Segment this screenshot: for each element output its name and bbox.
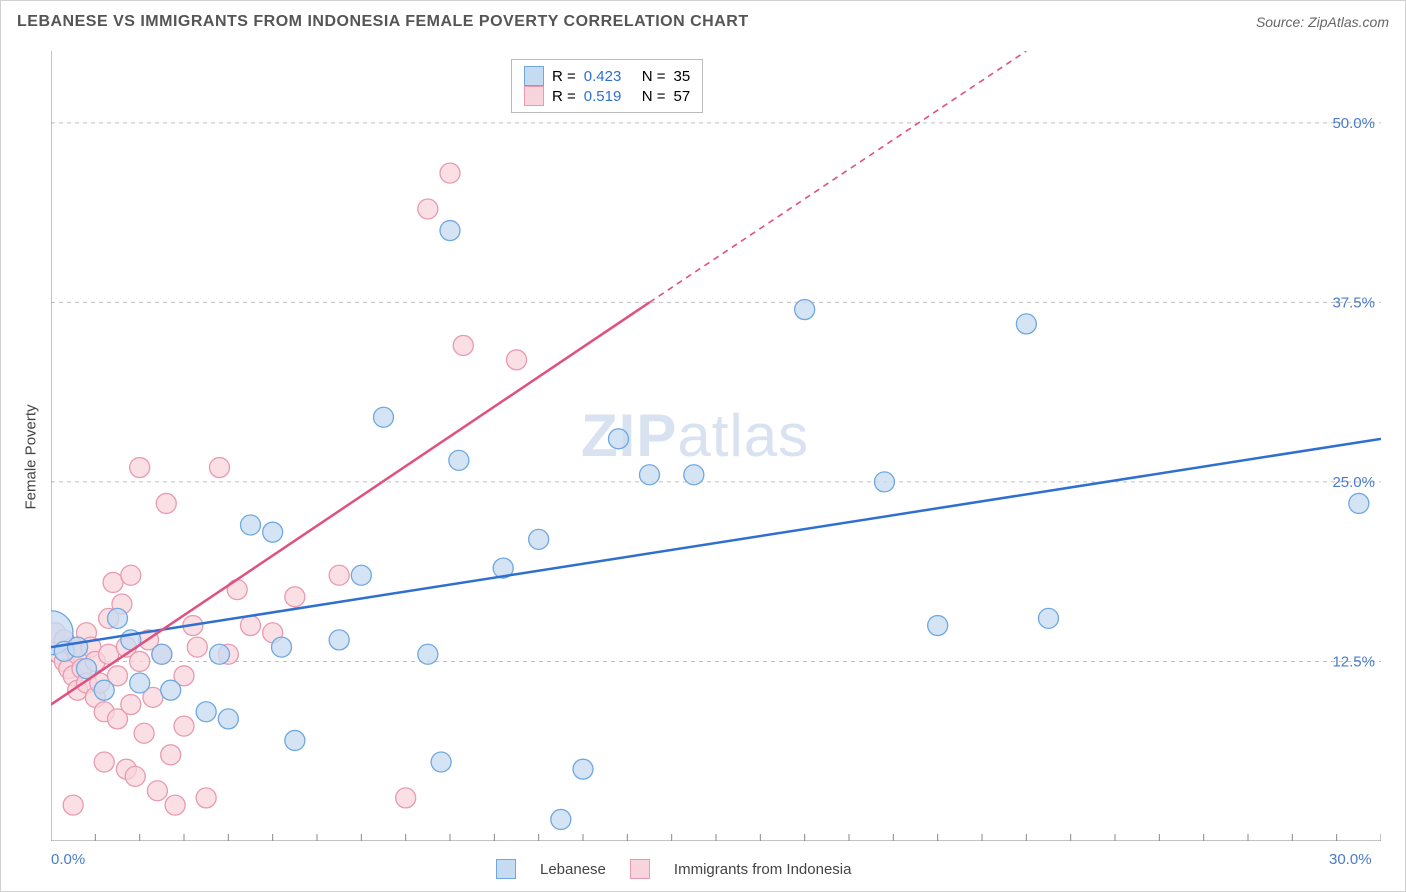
swatch-lebanese <box>524 66 544 86</box>
svg-text:37.5%: 37.5% <box>1332 294 1375 311</box>
svg-text:12.5%: 12.5% <box>1332 653 1375 670</box>
r-value-lebanese: 0.423 <box>584 68 634 85</box>
svg-text:25.0%: 25.0% <box>1332 474 1375 491</box>
source-label: Source: ZipAtlas.com <box>1256 14 1389 30</box>
legend-row-lebanese: R = 0.423 N = 35 <box>524 66 690 86</box>
title-bar: LEBANESE VS IMMIGRANTS FROM INDONESIA FE… <box>17 13 1389 31</box>
legend-bottom: Lebanese Immigrants from Indonesia <box>496 859 851 879</box>
svg-text:50.0%: 50.0% <box>1332 115 1375 132</box>
x-axis-min-label: 0.0% <box>51 851 85 868</box>
chart-container: LEBANESE VS IMMIGRANTS FROM INDONESIA FE… <box>0 0 1406 892</box>
r-label-lebanese: R = <box>552 68 576 85</box>
legend-row-indonesia: R = 0.519 N = 57 <box>524 86 690 106</box>
x-axis-max-label: 30.0% <box>1329 851 1372 868</box>
scatter-plot: 12.5% 25.0% 37.5% 50.0% <box>51 51 1381 841</box>
legend-top: R = 0.423 N = 35 R = 0.519 N = 57 <box>511 59 703 113</box>
swatch-lebanese-bottom <box>496 859 516 879</box>
swatch-indonesia <box>524 86 544 106</box>
legend-label-lebanese: Lebanese <box>540 861 606 878</box>
n-value-lebanese: 35 <box>674 68 691 85</box>
legend-label-indonesia: Immigrants from Indonesia <box>674 861 852 878</box>
r-label-indonesia: R = <box>552 88 576 105</box>
r-value-indonesia: 0.519 <box>584 88 634 105</box>
chart-title: LEBANESE VS IMMIGRANTS FROM INDONESIA FE… <box>17 13 749 31</box>
n-label-indonesia: N = <box>642 88 666 105</box>
n-value-indonesia: 57 <box>674 88 691 105</box>
n-label-lebanese: N = <box>642 68 666 85</box>
swatch-indonesia-bottom <box>630 859 650 879</box>
y-axis-label: Female Poverty <box>23 390 40 510</box>
